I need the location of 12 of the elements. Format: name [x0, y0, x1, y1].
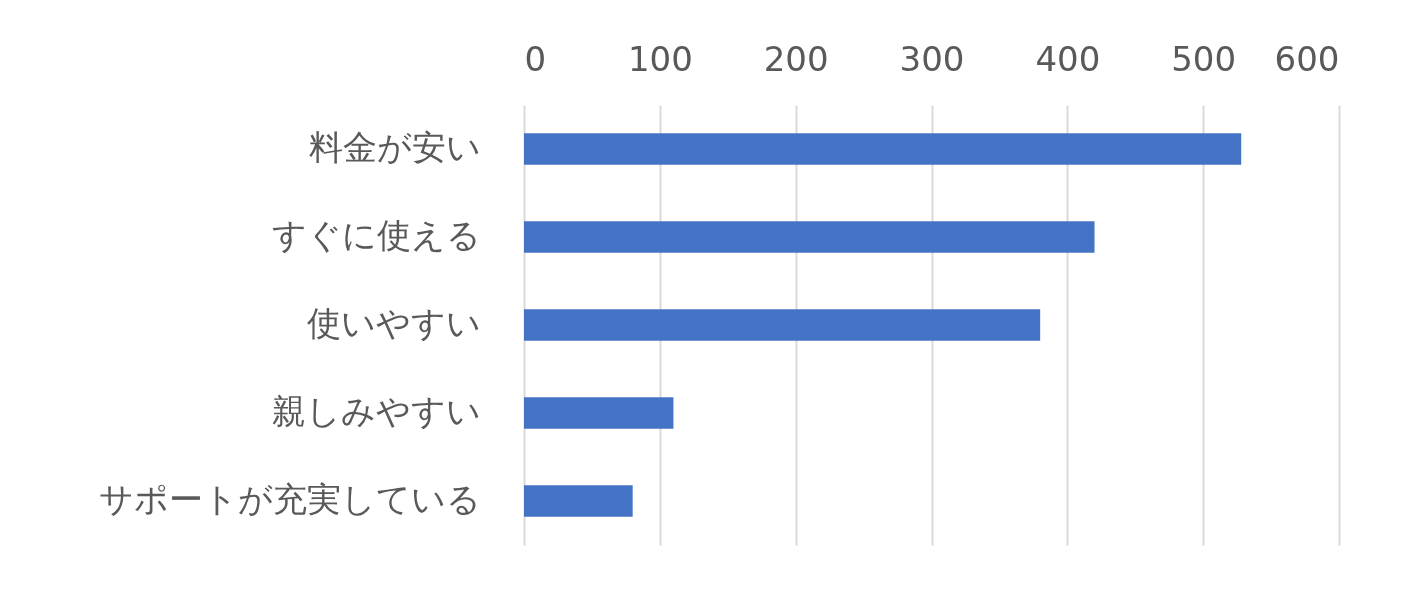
x-tick-label: 100	[627, 38, 693, 79]
y-tick-label: 使いやすい	[306, 303, 481, 343]
x-tick-label: 0	[524, 38, 547, 79]
y-tick-label: 料金が安い	[308, 127, 481, 167]
y-tick-label: すぐに使える	[271, 215, 481, 255]
y-tick-label: 親しみやすい	[271, 391, 481, 431]
x-tick-label: 600	[1274, 38, 1340, 79]
y-tick-label: サポートが充実している	[98, 479, 481, 519]
x-tick-label: 200	[763, 38, 829, 79]
x-tick-label: 500	[1171, 38, 1237, 79]
x-tick-label: 400	[1035, 38, 1101, 79]
x-tick-label: 300	[899, 38, 965, 79]
